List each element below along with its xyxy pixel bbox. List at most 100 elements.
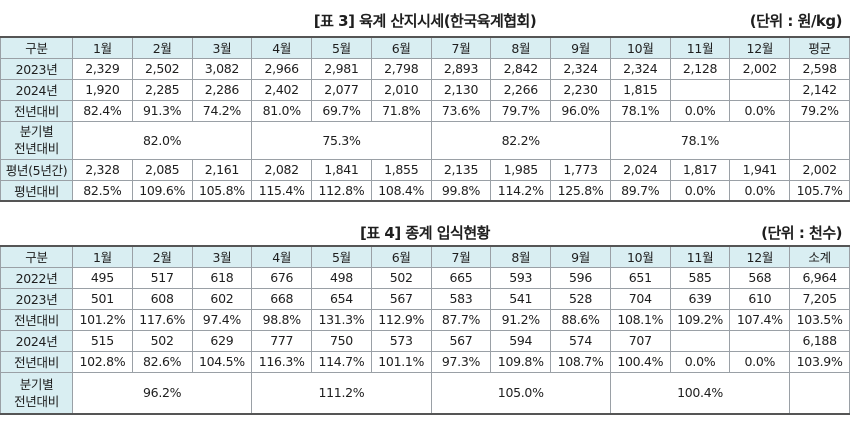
quarter-cell-blank [789, 371, 850, 415]
header-cell: 6월 [370, 36, 432, 59]
header-cell: 12월 [729, 245, 791, 268]
quarter-cell: 75.3% [251, 120, 432, 160]
table-cell: 112.9% [370, 308, 432, 331]
header-cell: 11월 [669, 36, 731, 59]
table-cell: 528 [550, 287, 611, 310]
table-cell: 2,329 [72, 57, 133, 80]
table-cell: 596 [550, 266, 611, 289]
table-cell: 2,266 [490, 78, 552, 101]
table3-header-row: 구분 1월 2월 3월 4월 5월 6월 7월 8월 9월 10월 11월 12월 평균 [0, 36, 850, 59]
table-cell: 567 [430, 329, 492, 352]
table-cell [669, 78, 731, 101]
table-cell: 1,773 [550, 158, 611, 181]
table-cell: 2,161 [191, 158, 253, 181]
table-cell: 2,142 [789, 78, 850, 101]
quarter-cell: 111.2% [251, 371, 432, 415]
table-cell: 116.3% [251, 350, 313, 373]
table-cell: 82.6% [131, 350, 193, 373]
header-cell: 11월 [669, 245, 731, 268]
table-cell [729, 78, 791, 101]
table-cell: 103.9% [789, 350, 850, 373]
header-cell: 1월 [72, 245, 133, 268]
table-cell: 2,286 [191, 78, 253, 101]
table-cell: 2,598 [789, 57, 850, 80]
table-cell: 1,815 [609, 78, 671, 101]
table-cell: 585 [669, 266, 731, 289]
table-cell: 665 [430, 266, 492, 289]
quarter-cell: 82.0% [71, 120, 253, 160]
table-cell: 2,024 [609, 158, 671, 181]
header-cell: 12월 [729, 36, 791, 59]
header-cell: 8월 [490, 245, 552, 268]
table-cell: 89.7% [609, 179, 671, 202]
table-cell: 81.0% [251, 99, 313, 122]
row-label: 2023년 [0, 57, 73, 80]
table-cell: 495 [72, 266, 133, 289]
table-cell: 79.2% [789, 99, 850, 122]
table-cell: 2,893 [430, 57, 492, 80]
table-cell: 109.2% [669, 308, 731, 331]
table-cell: 1,817 [669, 158, 731, 181]
table-cell: 3,082 [191, 57, 253, 80]
table4-title: [표 4] 종계 입식현황 [360, 224, 490, 242]
table-cell: 707 [609, 329, 671, 352]
table-cell: 651 [609, 266, 671, 289]
table-cell: 115.4% [251, 179, 313, 202]
table-cell: 574 [550, 329, 611, 352]
table-row: 전년대비 102.8% 82.6% 104.5% 116.3% 114.7% 101.1% 9… [0, 350, 850, 373]
table-cell: 2,402 [251, 78, 313, 101]
table-cell: 1,855 [370, 158, 432, 181]
table4-caption: [표 4] 종계 입식현황 (단위 : 천수) [0, 218, 850, 244]
table-cell: 69.7% [311, 99, 372, 122]
quarter-cell: 96.2% [71, 371, 253, 415]
table-cell: 502 [370, 266, 432, 289]
table-cell: 618 [191, 266, 253, 289]
table-cell [669, 329, 731, 352]
header-cell: 7월 [430, 36, 492, 59]
table-cell: 71.8% [370, 99, 432, 122]
table-cell: 102.8% [72, 350, 133, 373]
quarter-label-line2: 전년대비 [14, 141, 59, 156]
header-cell: 4월 [251, 245, 313, 268]
table-cell: 750 [311, 329, 372, 352]
table-cell: 541 [490, 287, 552, 310]
table-cell: 567 [370, 287, 432, 310]
quarter-cell: 78.1% [609, 120, 791, 160]
table-cell: 639 [669, 287, 731, 310]
header-cell: 9월 [550, 36, 611, 59]
table-cell: 610 [729, 287, 791, 310]
table-cell: 2,502 [131, 57, 193, 80]
table-cell [729, 329, 791, 352]
header-cell: 4월 [251, 36, 313, 59]
table-cell: 777 [251, 329, 313, 352]
table-cell: 82.4% [72, 99, 133, 122]
header-cell: 9월 [550, 245, 611, 268]
row-label: 전년대비 [0, 350, 73, 373]
row-label: 2023년 [0, 287, 73, 310]
table-row: 2024년 1,920 2,285 2,286 2,402 2,077 2,010 2,130… [0, 78, 850, 101]
table-cell: 2,324 [550, 57, 611, 80]
table-row: 2023년 2,329 2,502 3,082 2,966 2,981 2,798 2,893… [0, 57, 850, 80]
table-cell: 96.0% [550, 99, 611, 122]
table-cell: 101.1% [370, 350, 432, 373]
table-cell: 676 [251, 266, 313, 289]
header-cell: 1월 [72, 36, 133, 59]
quarter-row: 분기별 전년대비 96.2% 111.2% 105.0% 100.4% [0, 371, 850, 415]
table-cell: 99.8% [430, 179, 492, 202]
table-cell: 91.2% [490, 308, 552, 331]
header-cell: 평균 [789, 36, 850, 59]
table-cell: 593 [490, 266, 552, 289]
header-cell: 2월 [131, 245, 193, 268]
table-cell: 2,082 [251, 158, 313, 181]
table-cell: 668 [251, 287, 313, 310]
table-cell: 2,085 [131, 158, 193, 181]
row-label: 2024년 [0, 329, 73, 352]
table-cell: 97.3% [430, 350, 492, 373]
table-cell: 74.2% [191, 99, 253, 122]
header-cell: 6월 [370, 245, 432, 268]
table-row: 평년(5년간) 2,328 2,085 2,161 2,082 1,841 1,855 2,1… [0, 158, 850, 181]
table-cell: 114.2% [490, 179, 552, 202]
table-cell: 131.3% [311, 308, 372, 331]
table-cell: 602 [191, 287, 253, 310]
